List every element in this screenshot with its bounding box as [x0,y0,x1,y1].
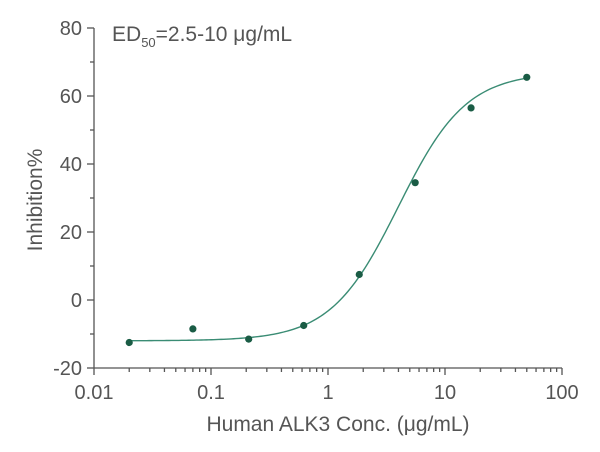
x-tick-label: 10 [434,382,456,404]
y-ticks: -20 0 20 40 60 80 [53,18,94,380]
data-points [125,73,531,347]
fit-curve-layer [129,77,527,342]
x-tick-label: 100 [545,382,578,404]
axes [93,28,562,369]
data-point [245,335,253,343]
y-tick-label: 20 [60,222,82,244]
data-point [467,104,475,112]
y-tick-label: 40 [60,154,82,176]
y-tick-label: 60 [60,86,82,108]
data-point [300,321,308,330]
y-axis-label: Inhibition% [24,149,47,252]
ed50-subscript: 50 [141,35,155,50]
y-tick-label: -20 [53,358,82,380]
ed50-range: =2.5-10 μg/mL [156,23,292,46]
ed50-main: ED [112,23,141,46]
data-point [125,338,133,347]
data-point [189,325,197,333]
y-tick-label: 80 [60,18,82,40]
x-tick-label: 0.1 [197,382,225,404]
x-axis-label: Human ALK3 Conc. (μg/mL) [206,413,469,436]
x-tick-label: 0.01 [75,382,114,404]
y-tick-label: 0 [71,290,82,312]
fit-curve [129,77,527,342]
x-tick-label: 1 [322,382,333,404]
data-point [411,179,419,187]
data-point [355,270,363,279]
data-point [523,73,531,81]
x-ticks: 0.01 0.1 1 10 100 [75,368,579,404]
ed50-annotation: ED50=2.5-10 μg/mL [112,23,292,50]
